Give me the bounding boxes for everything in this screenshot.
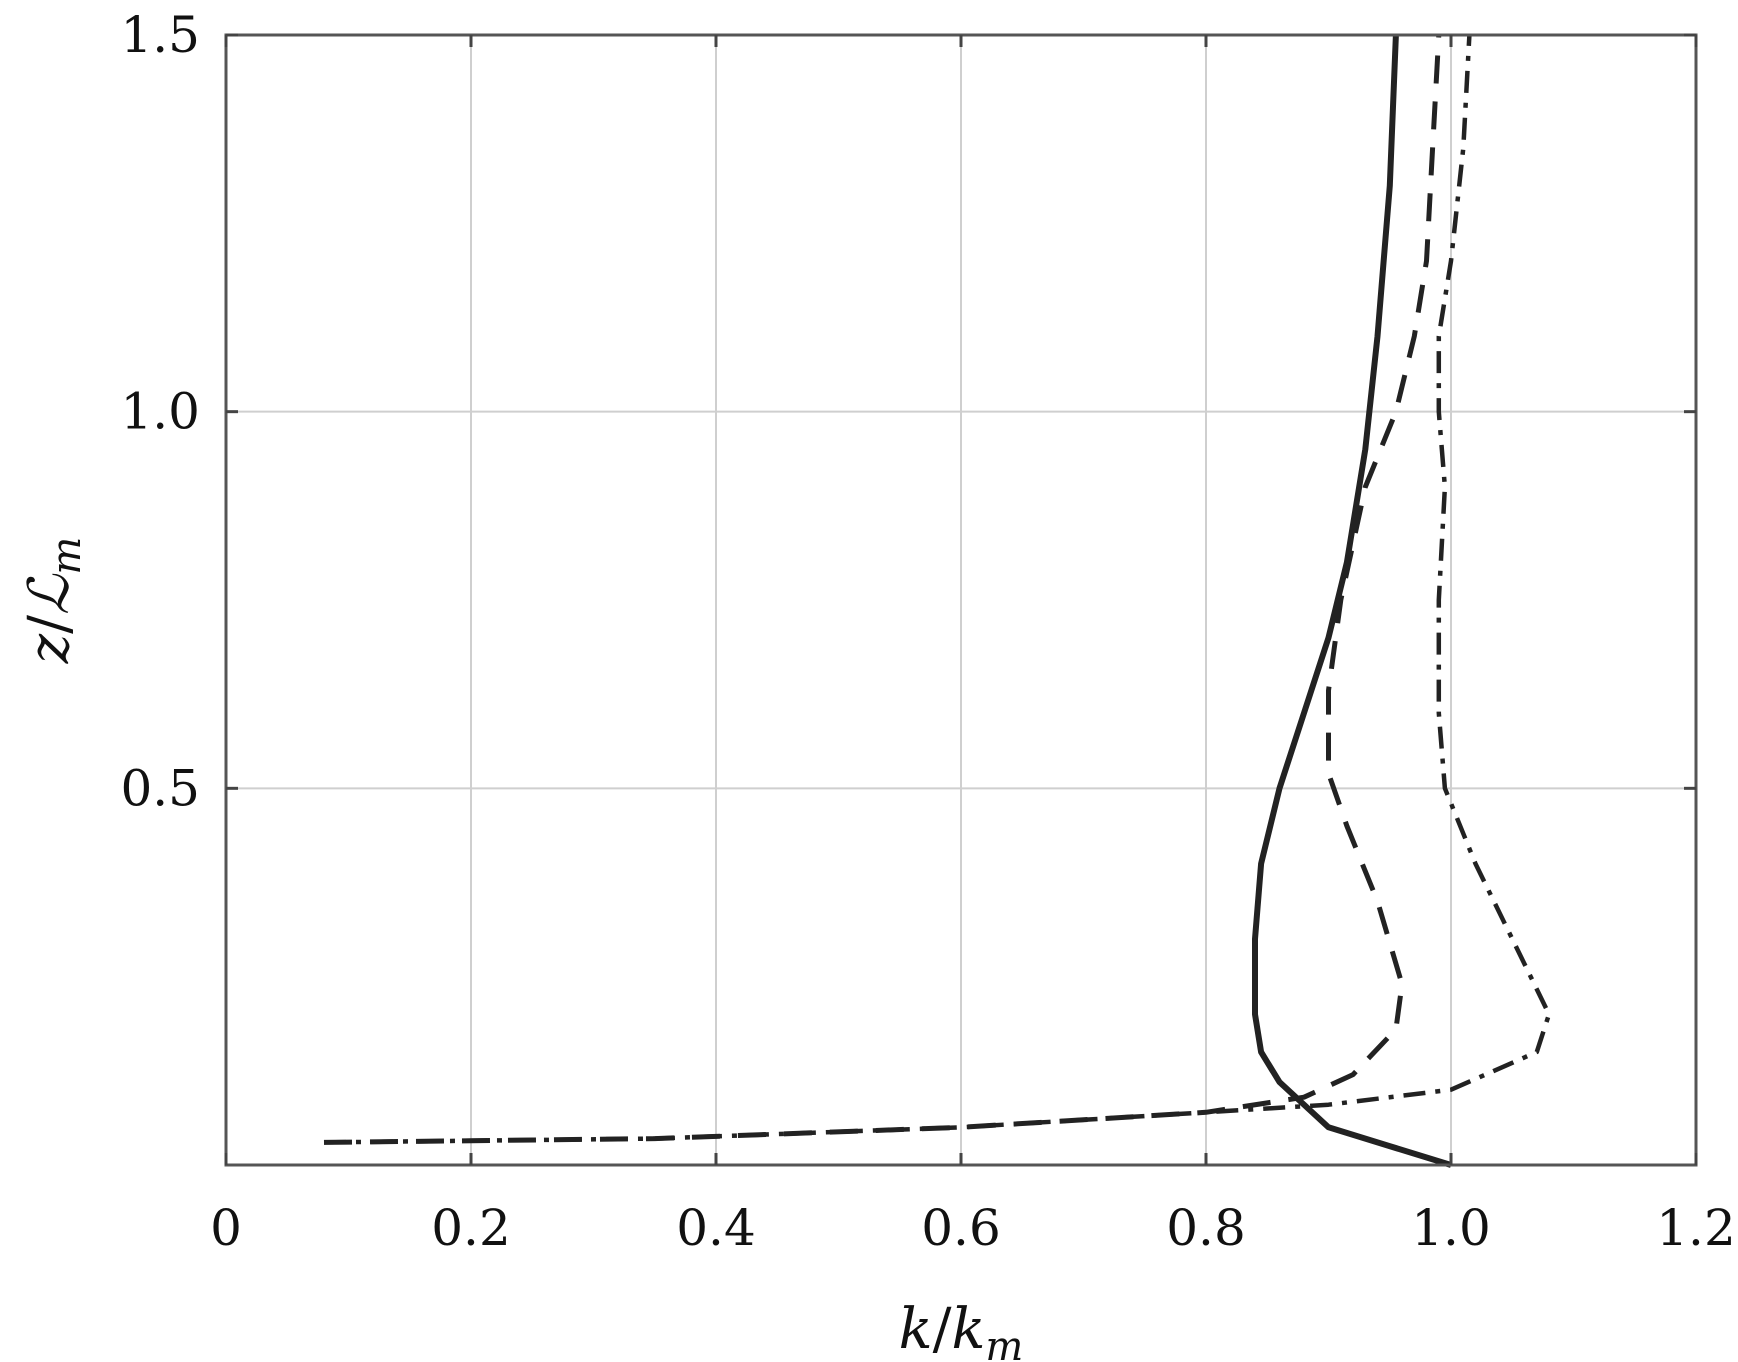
- x-tick-labels: 0 0.2 0.4 0.6 0.8 1.0 1.2: [210, 1199, 1736, 1257]
- y-tick-label: 1.5: [120, 6, 200, 64]
- y-tick-labels: 0.5 1.0 1.5: [120, 6, 200, 817]
- x-tick-label: 1.0: [1411, 1199, 1491, 1257]
- x-tick-label: 0.4: [676, 1199, 756, 1257]
- x-tick-label: 0.2: [431, 1199, 511, 1257]
- x-tick-label: 0: [210, 1199, 242, 1257]
- y-tick-label: 0.5: [120, 759, 200, 817]
- x-tick-label: 1.2: [1656, 1199, 1736, 1257]
- grid: [226, 35, 1696, 1165]
- x-axis-label-km: k: [951, 1297, 985, 1362]
- y-tick-label: 1.0: [120, 383, 200, 441]
- ticks: [224, 33, 1698, 1165]
- x-axis-label: k/km: [899, 1297, 1024, 1362]
- series-line-dashed: [323, 34, 1442, 1145]
- x-tick-label: 0.8: [1166, 1199, 1246, 1257]
- y-axis-label: z/ℒm: [17, 537, 90, 665]
- x-tick-label: 0.6: [921, 1199, 1001, 1257]
- x-axis-label-k: k: [899, 1297, 933, 1362]
- series-group: [323, 34, 1552, 1168]
- y-axis-label-group: z/ℒm: [17, 537, 90, 665]
- series-line-dash-dot: [323, 34, 1552, 1145]
- series-line-solid: [1252, 34, 1452, 1168]
